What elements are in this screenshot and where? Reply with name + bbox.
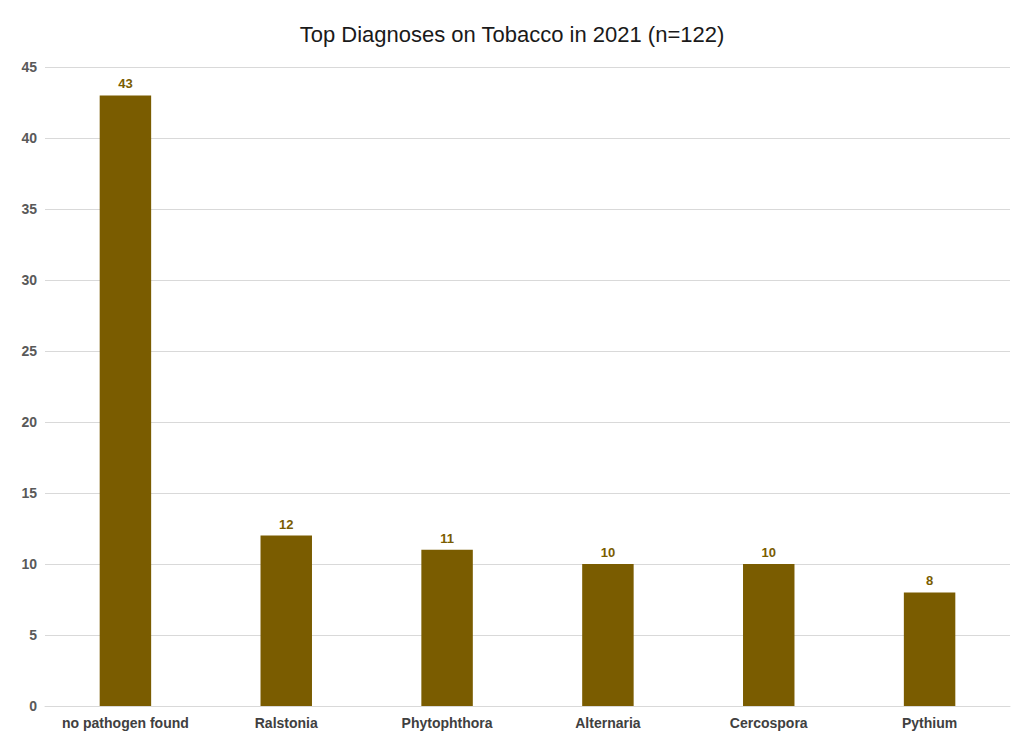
- svg-text:Cercospora: Cercospora: [730, 715, 808, 731]
- svg-text:Pythium: Pythium: [902, 715, 957, 731]
- svg-text:35: 35: [21, 201, 37, 217]
- svg-text:Top Diagnoses on Tobacco in 20: Top Diagnoses on Tobacco in 2021 (n=122): [300, 22, 725, 47]
- svg-text:Ralstonia: Ralstonia: [255, 715, 318, 731]
- svg-text:Phytophthora: Phytophthora: [402, 715, 493, 731]
- svg-text:5: 5: [29, 627, 37, 643]
- svg-text:20: 20: [21, 414, 37, 430]
- svg-text:8: 8: [926, 573, 933, 588]
- svg-text:Alternaria: Alternaria: [575, 715, 641, 731]
- svg-text:40: 40: [21, 130, 37, 146]
- svg-text:30: 30: [21, 272, 37, 288]
- svg-text:10: 10: [21, 556, 37, 572]
- svg-text:11: 11: [440, 531, 454, 546]
- svg-text:43: 43: [118, 76, 132, 91]
- svg-text:15: 15: [21, 485, 37, 501]
- svg-text:no pathogen found: no pathogen found: [62, 715, 189, 731]
- svg-text:25: 25: [21, 343, 37, 359]
- svg-text:10: 10: [762, 545, 776, 560]
- svg-text:0: 0: [29, 698, 37, 714]
- svg-text:10: 10: [601, 545, 615, 560]
- svg-text:45: 45: [21, 59, 37, 75]
- svg-text:12: 12: [279, 517, 293, 532]
